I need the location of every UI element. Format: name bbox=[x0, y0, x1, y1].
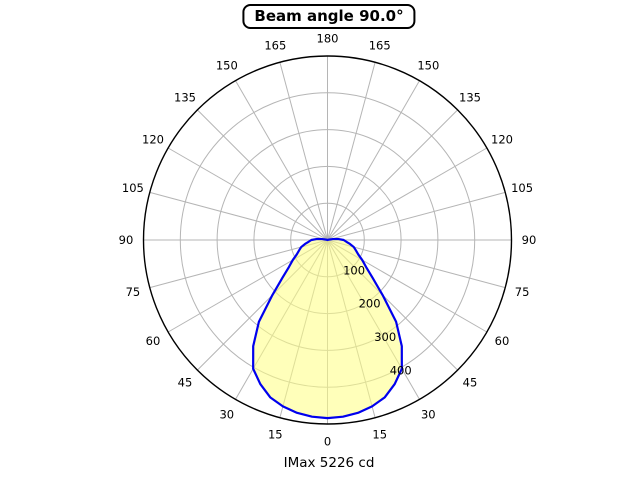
theta-grid-spoke bbox=[149, 239, 328, 289]
theta-tick-label: 15 bbox=[372, 428, 387, 442]
theta-grid-spoke bbox=[149, 191, 328, 241]
theta-grid-spoke bbox=[327, 191, 506, 241]
theta-tick-label: 180 bbox=[317, 32, 339, 46]
beam-curve bbox=[252, 237, 403, 420]
theta-grid-spoke bbox=[167, 147, 328, 241]
theta-tick-label: 60 bbox=[146, 334, 161, 348]
theta-tick-label: 90 bbox=[119, 233, 134, 247]
theta-tick-label: 120 bbox=[142, 132, 164, 146]
theta-tick-label: 135 bbox=[174, 91, 196, 105]
outer-circle bbox=[142, 55, 513, 425]
theta-grid-spoke bbox=[327, 239, 506, 289]
imax-label: IMax 5226 cd bbox=[283, 455, 375, 471]
r-tick-label: 100 bbox=[343, 263, 365, 277]
theta-tick-label: 75 bbox=[126, 285, 141, 299]
theta-tick-label: 30 bbox=[421, 408, 436, 422]
title-box: Beam angle 90.0° bbox=[242, 4, 416, 29]
theta-tick-label: 45 bbox=[463, 376, 478, 390]
theta-tick-label: 60 bbox=[495, 334, 510, 348]
theta-grid-spoke bbox=[327, 147, 488, 241]
theta-tick-label: 90 bbox=[522, 233, 537, 247]
theta-tick-label: 120 bbox=[491, 132, 513, 146]
r-tick-label: 200 bbox=[359, 297, 381, 311]
theta-tick-label: 0 bbox=[324, 435, 331, 449]
theta-tick-label: 150 bbox=[216, 59, 238, 73]
chart-title: Beam angle 90.0° bbox=[254, 7, 404, 25]
theta-tick-label: 15 bbox=[268, 428, 283, 442]
theta-grid-spoke bbox=[327, 109, 458, 241]
theta-grid-spoke bbox=[327, 62, 376, 241]
theta-grid-spoke bbox=[327, 80, 420, 241]
r-tick-label: 300 bbox=[374, 330, 396, 344]
theta-grid-spoke bbox=[197, 109, 328, 241]
r-tick-label: 400 bbox=[390, 363, 412, 377]
theta-tick-label: 75 bbox=[515, 285, 530, 299]
theta-tick-label: 165 bbox=[369, 38, 391, 52]
theta-tick-label: 30 bbox=[219, 408, 234, 422]
theta-tick-label: 45 bbox=[178, 376, 193, 390]
theta-tick-label: 105 bbox=[122, 181, 144, 195]
theta-tick-label: 135 bbox=[459, 91, 481, 105]
theta-grid-spoke bbox=[235, 80, 328, 241]
theta-grid-spoke bbox=[279, 62, 328, 241]
theta-tick-label: 150 bbox=[417, 59, 439, 73]
theta-tick-label: 105 bbox=[511, 181, 533, 195]
theta-tick-label: 165 bbox=[264, 38, 286, 52]
